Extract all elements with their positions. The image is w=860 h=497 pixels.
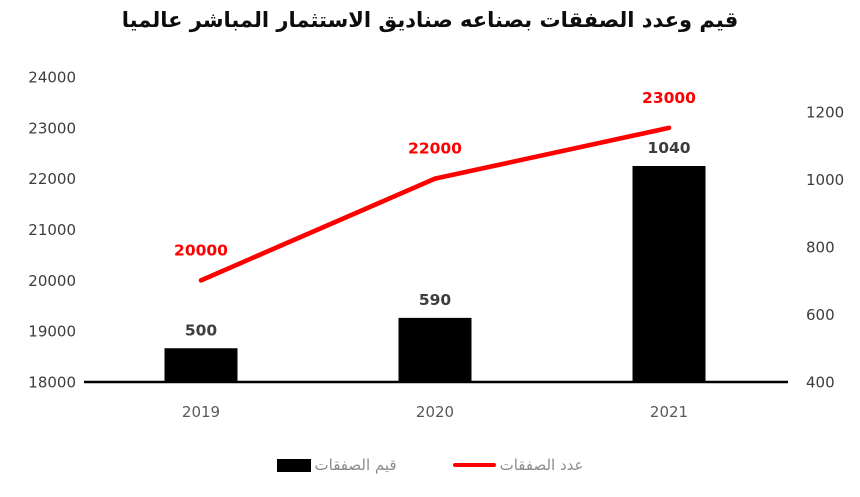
line-value-label: 22000 <box>408 140 462 158</box>
right-axis-tick: 800 <box>806 239 835 257</box>
line-value-label: 20000 <box>174 241 228 259</box>
bar-swatch-icon <box>276 458 311 472</box>
legend-label-deal-values: قيم الصفقات <box>314 456 397 474</box>
plot-area: 18000 19000 20000 21000 22000 23000 24000 400 60… <box>28 69 844 422</box>
legend-label-deal-count: عدد الصفقات <box>499 456 584 474</box>
line-swatch-icon <box>452 462 496 468</box>
left-axis-tick: 18000 <box>28 374 76 392</box>
left-axis-tick: 22000 <box>28 170 76 188</box>
category-label: 2021 <box>650 403 688 421</box>
category-label: 2019 <box>182 403 220 421</box>
bar-2020 <box>398 317 472 382</box>
left-axis-tick: 24000 <box>28 69 76 87</box>
right-axis-tick: 400 <box>806 374 835 392</box>
legend: قيم الصفقات عدد الصفقات <box>0 452 860 478</box>
category-label: 2020 <box>416 403 454 421</box>
deals-count-line <box>198 125 672 283</box>
left-axis-tick: 23000 <box>28 119 76 137</box>
bar-value-label: 1040 <box>647 139 690 157</box>
bar-value-label: 590 <box>419 291 452 309</box>
legend-item-deal-count: عدد الصفقات <box>452 456 584 474</box>
left-axis-tick: 20000 <box>28 272 76 290</box>
left-axis-tick: 21000 <box>28 221 76 239</box>
bar-2021 <box>632 166 706 382</box>
chart-title: قيم وعدد الصفقات بصناعه صناديق الاستثمار… <box>121 8 739 32</box>
right-axis-tick: 1000 <box>806 171 844 189</box>
right-axis-tick: 600 <box>806 306 835 324</box>
bar-value-label: 500 <box>185 321 218 339</box>
line-value-label: 23000 <box>642 89 696 107</box>
bar-2019 <box>164 348 238 382</box>
right-axis-tick: 1200 <box>806 104 844 122</box>
legend-item-deal-values: قيم الصفقات <box>276 456 397 474</box>
left-axis-tick: 19000 <box>28 323 76 341</box>
